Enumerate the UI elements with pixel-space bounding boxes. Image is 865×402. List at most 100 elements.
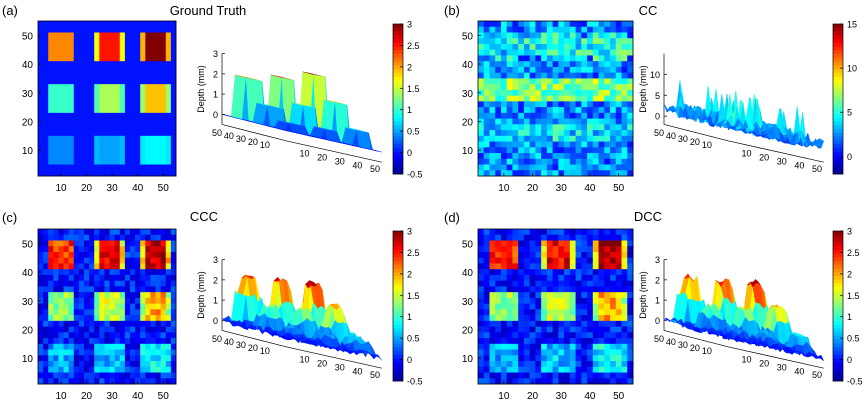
heatmap-cell [135, 158, 141, 165]
heatmap-cell [581, 240, 588, 247]
colorbar-segment [833, 125, 843, 130]
heatmap-cell [63, 43, 70, 51]
heatmap-cell [478, 338, 485, 345]
heatmap-cell [535, 263, 542, 270]
heatmap-cell [73, 315, 80, 322]
heatmap-cell [165, 229, 172, 236]
heatmap-cell [130, 251, 136, 259]
heatmap-cell [99, 326, 105, 333]
heatmap-cell [165, 84, 172, 91]
heatmap-cell [114, 72, 121, 79]
heatmap-cell [598, 251, 605, 259]
heatmap-cell [495, 124, 502, 131]
heatmap-cell [73, 135, 80, 142]
heatmap-cell [124, 55, 131, 62]
heatmap-cell [150, 118, 156, 125]
heatmap-cell [165, 349, 172, 356]
heatmap-cell [58, 72, 64, 79]
heatmap-cell [114, 135, 121, 142]
y-tick-label: 10 [22, 146, 34, 157]
heatmap-cell [581, 141, 588, 148]
colorbar-segment [393, 69, 403, 74]
heatmap-cell [38, 332, 44, 339]
heatmap-cell [135, 372, 141, 379]
heatmap-cell [53, 355, 59, 362]
heatmap-cell [523, 84, 531, 91]
heatmap-cell [150, 147, 156, 154]
heatmap-cell [610, 280, 617, 287]
heatmap-cell [506, 84, 513, 91]
heatmap-cell [529, 43, 536, 51]
heatmap-cell [615, 135, 622, 142]
heatmap-cell [165, 251, 172, 259]
heatmap-cell [500, 130, 508, 137]
heatmap-cell [483, 61, 490, 68]
heatmap-cell [483, 118, 490, 125]
heatmap-cell [135, 332, 141, 339]
heatmap-cell [140, 170, 146, 177]
heatmap-cell [165, 49, 172, 56]
heatmap-cell [63, 263, 70, 270]
heatmap-cell [581, 326, 588, 333]
heatmap-cell [53, 118, 59, 125]
y-axis-line [221, 330, 287, 348]
heatmap-cell [506, 130, 513, 137]
heatmap-cell [610, 89, 617, 97]
heatmap-cell [84, 355, 90, 362]
heatmap-cell [145, 95, 151, 102]
heatmap-cell [135, 32, 141, 39]
heatmap-cell [529, 164, 536, 171]
heatmap-cell [99, 107, 105, 114]
heatmap-cell [104, 66, 110, 74]
heatmap-cell [145, 158, 151, 165]
heatmap-cell [53, 101, 59, 108]
heatmap-cell [575, 158, 582, 165]
heatmap-cell [104, 170, 110, 177]
heatmap-cell [43, 349, 49, 356]
heatmap-cell [518, 366, 525, 373]
x-axis-line [286, 346, 382, 369]
heatmap-cell [89, 349, 95, 356]
heatmap-cell [119, 240, 126, 247]
heatmap-cell [558, 372, 565, 379]
heatmap-cell [89, 343, 95, 350]
heatmap-cell [546, 26, 554, 33]
heatmap-cell [546, 112, 554, 119]
heatmap-cell [598, 320, 605, 327]
heatmap-cell [109, 246, 116, 253]
heatmap-cell [38, 320, 44, 327]
heatmap-cell [587, 130, 594, 137]
heatmap-cell [627, 135, 634, 142]
heatmap-cell [170, 158, 177, 165]
heatmap-cell [546, 349, 554, 356]
heatmap-cell [478, 95, 485, 102]
colorbar-segment [833, 65, 843, 70]
heatmap-cell [478, 84, 485, 91]
heatmap-cell [109, 263, 116, 270]
heatmap-cell [598, 130, 605, 137]
heatmap-cell [489, 107, 496, 114]
heatmap-cell [523, 158, 531, 165]
heatmap-cell [552, 61, 559, 68]
heatmap-cell [610, 320, 617, 327]
heatmap-cell [109, 124, 116, 131]
heatmap-cell [535, 229, 542, 236]
heatmap-cell [558, 292, 565, 299]
heatmap-cell [627, 141, 634, 148]
heatmap-cell [63, 61, 70, 68]
heatmap-cell [581, 280, 588, 287]
colorbar-segment [833, 140, 843, 145]
heatmap-cell [483, 141, 490, 148]
z-tick-label: 0 [655, 112, 660, 122]
heatmap-cell [145, 107, 151, 114]
heatmap-cell [495, 286, 502, 293]
y-tick-label: 20 [690, 137, 700, 147]
heatmap-cell [104, 38, 110, 45]
heatmap-cell [558, 141, 565, 148]
heatmap-cell [564, 303, 571, 310]
heatmap-cell [523, 38, 531, 45]
heatmap-cell [569, 361, 576, 368]
heatmap-cell [512, 297, 519, 305]
heatmap-cell [155, 147, 162, 154]
heatmap-cell [124, 361, 131, 368]
